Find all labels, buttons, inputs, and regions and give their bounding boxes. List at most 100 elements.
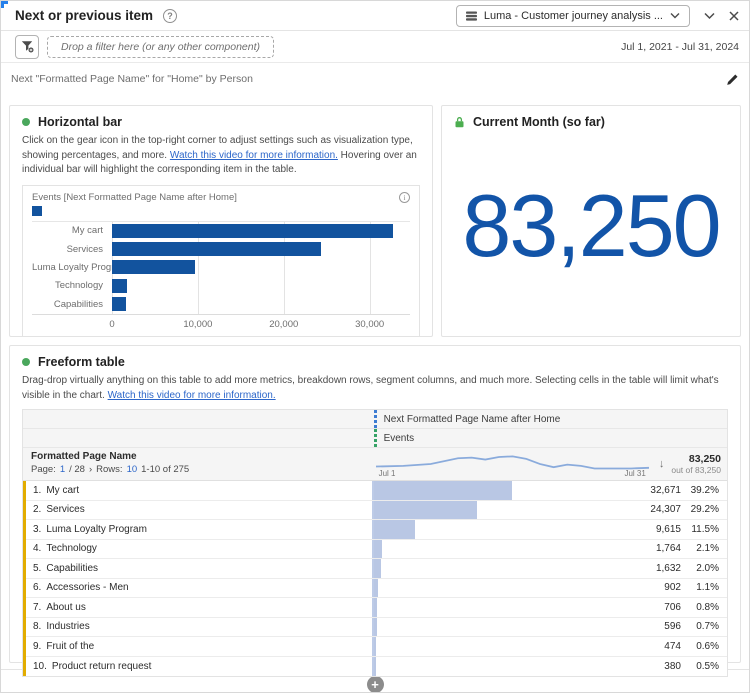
- viz-status-dot-icon: [22, 358, 30, 366]
- total-value: 83,250: [688, 453, 721, 465]
- row-name-cell[interactable]: 5. Capabilities: [26, 559, 372, 578]
- row-percent: 39.2%: [690, 484, 719, 496]
- metric-header-row: Events: [23, 429, 727, 448]
- video-link[interactable]: Watch this video for more information.: [107, 389, 276, 401]
- video-link[interactable]: Watch this video for more information.: [169, 149, 338, 161]
- row-percent: 0.7%: [696, 621, 719, 633]
- help-icon[interactable]: ?: [163, 8, 178, 23]
- row-value-cell[interactable]: 24,307 29.2%: [372, 500, 727, 519]
- gridline: [283, 221, 285, 314]
- bar-chart: Events [Next Formatted Page Name after H…: [22, 184, 420, 337]
- row-value: 902: [664, 582, 681, 594]
- summary-value: 83,250: [462, 175, 721, 275]
- sparkline: Jul 1 Jul 31: [375, 450, 649, 478]
- table-row[interactable]: 2. Services 24,307 29.2%: [26, 500, 727, 520]
- row-value-cell[interactable]: 1,632 2.0%: [372, 559, 727, 578]
- row-name-cell[interactable]: 6. Accessories - Men: [26, 579, 372, 598]
- table-row[interactable]: 3. Luma Loyalty Program 9,615 11.5%: [26, 520, 727, 540]
- rows-count-link[interactable]: 10: [126, 464, 138, 475]
- table-row[interactable]: 5. Capabilities 1,632 2.0%: [26, 559, 727, 579]
- row-name-cell[interactable]: 3. Luma Loyalty Program: [26, 520, 372, 539]
- row-name-cell[interactable]: 7. About us: [26, 598, 372, 617]
- chart-legend-label: Events [Next Formatted Page Name after H…: [32, 191, 237, 203]
- bar[interactable]: [112, 260, 195, 275]
- row-value-cell[interactable]: 474 0.6%: [372, 637, 727, 656]
- bar-track: [112, 278, 404, 293]
- table-row[interactable]: 1. My cart 32,671 39.2%: [26, 481, 727, 501]
- page-label: Page:: [31, 464, 56, 475]
- cell-bar: [374, 637, 377, 656]
- cell-bar: [374, 559, 382, 578]
- row-value-cell[interactable]: 380 0.5%: [372, 656, 727, 676]
- edit-icon[interactable]: [726, 73, 739, 86]
- date-range[interactable]: Jul 1, 2021 - Jul 31, 2024: [621, 40, 739, 53]
- row-name-cell[interactable]: 2. Services: [26, 501, 372, 520]
- page-total: / 28: [69, 464, 85, 475]
- row-name-cell[interactable]: 8. Industries: [26, 618, 372, 637]
- row-value-cell[interactable]: 1,764 2.1%: [372, 539, 727, 558]
- row-percent: 0.8%: [696, 601, 719, 613]
- row-value: 24,307: [650, 504, 681, 516]
- row-value: 1,764: [655, 543, 681, 555]
- table-row[interactable]: 7. About us 706 0.8%: [26, 598, 727, 618]
- row-value: 1,632: [655, 562, 681, 574]
- dataset-dropdown[interactable]: Luma - Customer journey analysis ...: [455, 4, 690, 27]
- category-label: Services: [66, 243, 103, 255]
- table-row[interactable]: 9. Fruit of the 474 0.6%: [26, 637, 727, 657]
- bar[interactable]: [112, 278, 128, 293]
- bar[interactable]: [112, 242, 321, 257]
- row-rank: 1.: [33, 484, 42, 496]
- category-label: Capabilities: [53, 298, 103, 310]
- bar-row: Luma Loyalty Program: [32, 258, 410, 276]
- bar[interactable]: [112, 297, 127, 312]
- row-value-cell[interactable]: 706 0.8%: [372, 598, 727, 617]
- add-visualization-button[interactable]: +: [366, 676, 384, 692]
- bar[interactable]: [112, 223, 393, 238]
- sort-descending-icon[interactable]: ↓: [658, 458, 665, 470]
- table-row[interactable]: 6. Accessories - Men 902 1.1%: [26, 578, 727, 598]
- dimension-indicator-icon: [373, 410, 377, 428]
- metric-column-header[interactable]: Events: [373, 429, 727, 447]
- collapse-panel-chevron-icon[interactable]: [704, 12, 715, 20]
- dataset-icon: [465, 11, 477, 21]
- close-icon[interactable]: [729, 10, 739, 21]
- bar-track: [112, 223, 404, 238]
- viz-status-dot-icon: [22, 118, 30, 126]
- horizontal-bar-description: Click on the gear icon in the top-right …: [22, 134, 420, 178]
- row-name-cell[interactable]: 9. Fruit of the: [26, 637, 372, 656]
- description-text: Drag-drop virtually anything on this tab…: [22, 375, 719, 401]
- next-page-icon[interactable]: ›: [88, 464, 93, 475]
- panel-selection-corner: [1, 1, 8, 8]
- row-value-cell[interactable]: 902 1.1%: [372, 578, 727, 597]
- info-icon[interactable]: i: [399, 191, 410, 203]
- filter-drop-zone[interactable]: Drop a filter here (or any other compone…: [47, 35, 275, 58]
- row-name: Fruit of the: [46, 640, 95, 652]
- row-value-cell[interactable]: 9,615 11.5%: [372, 520, 727, 539]
- row-name-cell[interactable]: 1. My cart: [26, 481, 372, 500]
- row-value-cell[interactable]: 32,671 39.2%: [372, 481, 727, 500]
- row-rank: 8.: [33, 621, 42, 633]
- axis-tick-label: 10,000: [183, 318, 213, 330]
- row-name-cell[interactable]: 4. Technology: [26, 540, 372, 559]
- row-value-cell[interactable]: 596 0.7%: [372, 617, 727, 636]
- row-name: Industries: [46, 621, 90, 633]
- row-name: Services: [46, 504, 85, 516]
- total-subtext: out of 83,250: [671, 465, 721, 475]
- axis-tick-label: 30,000: [355, 318, 385, 330]
- table-row[interactable]: 8. Industries 596 0.7%: [26, 617, 727, 637]
- table-row[interactable]: 4. Technology 1,764 2.1%: [26, 539, 727, 559]
- cell-bar: [374, 500, 478, 519]
- page-number-link[interactable]: 1: [59, 464, 66, 475]
- row-name: Product return request: [51, 660, 152, 672]
- category-label: My cart: [71, 225, 103, 237]
- sparkline-end-label: Jul 31: [624, 469, 646, 478]
- row-name-cell[interactable]: 10. Product return request: [26, 657, 372, 677]
- dimension-column-header[interactable]: Next Formatted Page Name after Home: [373, 410, 727, 428]
- row-name: About us: [46, 601, 86, 613]
- filter-bar: Drop a filter here (or any other compone…: [1, 31, 749, 63]
- row-name: Capabilities: [46, 562, 99, 574]
- table-row[interactable]: 10. Product return request 380 0.5%: [26, 656, 727, 677]
- first-column-header: Formatted Page Name: [31, 451, 137, 462]
- row-percent: 2.1%: [696, 543, 719, 555]
- segment-filter-button[interactable]: [15, 34, 39, 59]
